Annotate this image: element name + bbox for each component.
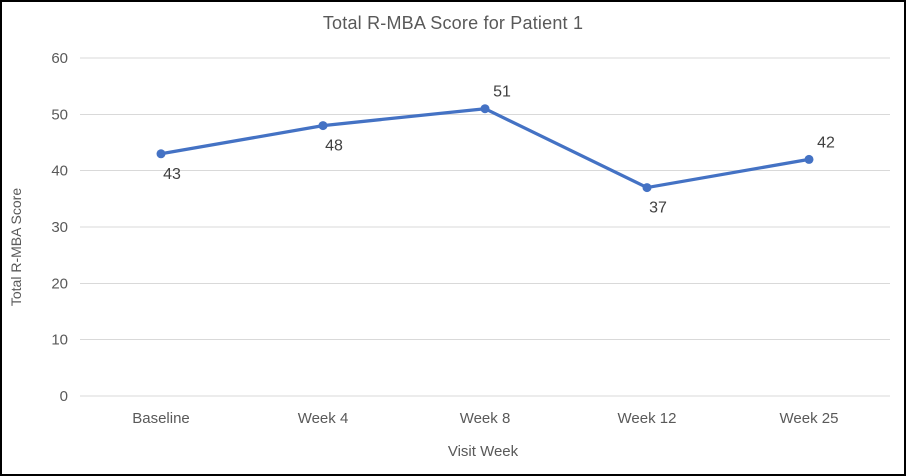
- x-axis-title: Visit Week: [447, 443, 519, 460]
- data-label: 48: [325, 138, 343, 155]
- x-tick-label: Baseline: [132, 410, 190, 427]
- y-tick-label: 20: [51, 275, 68, 292]
- y-tick-label: 30: [51, 219, 68, 236]
- data-point-marker: [642, 183, 652, 193]
- x-tick-label: Week 25: [780, 410, 839, 427]
- y-tick-label: 40: [51, 163, 68, 180]
- data-label: 37: [649, 200, 667, 217]
- data-point-marker: [318, 121, 328, 131]
- y-tick-label: 50: [51, 106, 68, 123]
- data-point-marker: [480, 104, 490, 114]
- data-label: 42: [817, 134, 835, 151]
- data-point-marker: [804, 154, 814, 164]
- y-tick-label: 60: [51, 50, 68, 67]
- data-label: 51: [493, 84, 511, 101]
- y-axis-title: Total R-MBA Score: [8, 187, 24, 307]
- y-tick-label: 0: [60, 388, 68, 405]
- series-line: [159, 107, 811, 190]
- x-tick-label: Week 12: [618, 410, 677, 427]
- y-tick-label: 10: [51, 332, 68, 349]
- x-tick-label: Week 8: [460, 410, 511, 427]
- x-tick-label: Week 4: [298, 410, 349, 427]
- chart-title: Total R-MBA Score for Patient 1: [322, 13, 584, 33]
- data-point-marker: [156, 149, 166, 159]
- data-label: 43: [163, 166, 181, 183]
